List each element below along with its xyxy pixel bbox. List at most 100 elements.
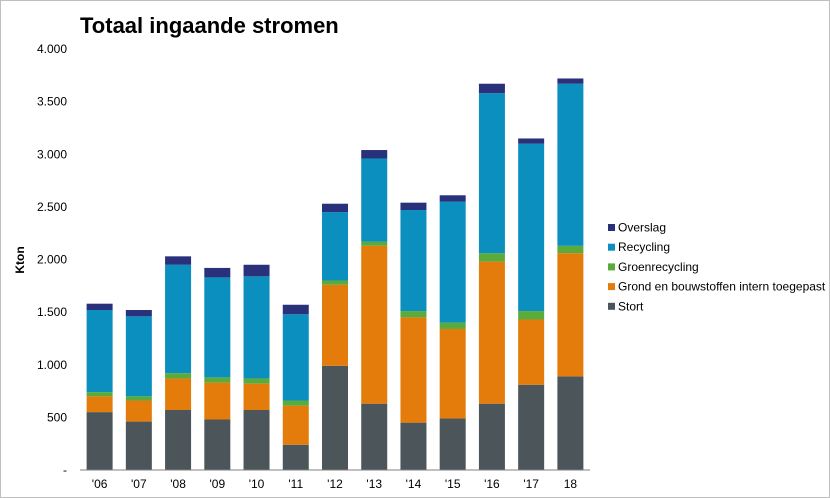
x-tick-label: '06 (92, 477, 108, 491)
bar-segment-grond-en-bouwstoffen-intern-toegepast (165, 378, 192, 411)
bar-segment-stort (204, 419, 231, 470)
bar-segment-recycling (243, 276, 270, 379)
bar-segment-overslag (282, 304, 309, 315)
bar-segment-stort (439, 418, 466, 470)
y-tick-label: 500 (47, 410, 67, 424)
bar-segment-groenrecycling (125, 396, 152, 401)
y-tick-label: 3.500 (37, 95, 67, 109)
bar-segment-groenrecycling (86, 392, 113, 397)
bar-segment-recycling (322, 212, 348, 281)
bar-segment-recycling (400, 210, 427, 312)
bar-segment-overslag (518, 138, 545, 144)
y-tick-label: 2.500 (37, 200, 67, 214)
x-tick-label: '09 (209, 477, 225, 491)
bar-segment-grond-en-bouwstoffen-intern-toegepast (557, 253, 584, 377)
bar-segment-overslag (125, 310, 152, 317)
bar-segment-recycling (557, 83, 584, 246)
bar-segment-stort (165, 410, 192, 470)
bar-segment-groenrecycling (282, 400, 309, 406)
bar-segment-recycling (282, 314, 309, 401)
y-tick-label: 3.000 (37, 147, 67, 161)
bar-segment-grond-en-bouwstoffen-intern-toegepast (282, 405, 309, 445)
bar-segment-overslag (361, 150, 388, 159)
bar-segment-grond-en-bouwstoffen-intern-toegepast (478, 261, 505, 404)
bar-segment-groenrecycling (518, 311, 545, 320)
bar-segment-grond-en-bouwstoffen-intern-toegepast (204, 382, 231, 420)
bar-segment-stort (400, 422, 427, 470)
bar-segment-groenrecycling (204, 377, 231, 383)
bar-segment-stort (361, 403, 388, 470)
y-tick-label: 4.000 (37, 42, 67, 56)
bar-segment-overslag (557, 78, 584, 84)
bar-segment-overslag (439, 195, 466, 202)
bar-segment-stort (86, 412, 113, 470)
bar-segment-stort (125, 421, 152, 470)
bar-segment-recycling (204, 277, 231, 378)
bar-segment-groenrecycling (478, 253, 505, 262)
legend-swatch (608, 243, 615, 251)
x-tick-label: '17 (523, 477, 539, 491)
bar-segment-grond-en-bouwstoffen-intern-toegepast (400, 317, 427, 423)
bar-segment-stort (557, 376, 584, 470)
bar-segment-stort (478, 403, 505, 470)
y-axis-ticks: - 500 1.000 1.500 2.000 2.500 3.000 3.500 4.000 (37, 42, 67, 477)
x-tick-label: '16 (484, 477, 500, 491)
y-axis-title: Kton (13, 246, 27, 273)
y-tick-label: 2.000 (37, 253, 67, 267)
bar-segment-recycling (165, 264, 192, 374)
legend-swatch (608, 224, 615, 231)
bar-segment-recycling (125, 316, 152, 397)
bar-segment-recycling (439, 201, 466, 323)
bar-segment-stort (518, 384, 545, 470)
bar-segment-overslag (165, 256, 192, 265)
bar-segment-grond-en-bouwstoffen-intern-toegepast (86, 396, 113, 413)
legend-label: Overslag (618, 221, 666, 235)
bar-segment-overslag (400, 202, 427, 211)
y-tick-label: 1.500 (37, 305, 67, 319)
legend-swatch (608, 263, 615, 271)
x-tick-label: '07 (131, 477, 147, 491)
x-tick-label: '08 (170, 477, 186, 491)
x-tick-label: '10 (249, 477, 265, 491)
bar-segment-groenrecycling (557, 245, 584, 254)
bar-segment-overslag (204, 267, 231, 278)
legend-label: Recycling (618, 240, 670, 254)
bar-segment-overslag (478, 83, 505, 94)
x-tick-label: '15 (445, 477, 461, 491)
bar-segment-stort (243, 410, 270, 470)
bar-segment-recycling (86, 310, 113, 393)
y-tick-label: 1.000 (37, 358, 67, 372)
legend-swatch (608, 283, 615, 291)
bar-segment-recycling (361, 158, 388, 242)
bar-segment-stort (322, 365, 348, 470)
legend-label: Groenrecycling (618, 260, 699, 274)
bar-segment-grond-en-bouwstoffen-intern-toegepast (518, 319, 545, 385)
bar-segment-groenrecycling (165, 373, 192, 379)
legend: Overslag Recycling Groenrecycling Grond en … (608, 221, 826, 313)
legend-swatch (608, 302, 615, 310)
bar-series (86, 78, 584, 470)
bar-segment-overslag (243, 264, 270, 277)
chart-title: Totaal ingaande stromen (80, 13, 339, 38)
bar-segment-grond-en-bouwstoffen-intern-toegepast (439, 328, 466, 419)
bar-segment-groenrecycling (400, 311, 427, 318)
legend-label: Grond en bouwstoffen intern toegepast (618, 280, 826, 294)
x-axis-ticks: '06 '07 '08 '09 '10 '11 '12 '13 '14 '15 '16 '17 18 (92, 477, 578, 491)
bar-segment-overslag (86, 303, 113, 311)
bar-segment-recycling (518, 143, 545, 312)
x-tick-label: '13 (366, 477, 382, 491)
x-tick-label: '14 (406, 477, 422, 491)
bar-segment-grond-en-bouwstoffen-intern-toegepast (322, 284, 348, 366)
bar-segment-groenrecycling (243, 378, 270, 384)
bar-segment-groenrecycling (322, 280, 348, 285)
bar-segment-grond-en-bouwstoffen-intern-toegepast (243, 383, 270, 411)
legend-label: Stort (618, 299, 644, 313)
x-tick-label: '12 (327, 477, 343, 491)
y-tick-label: - (63, 463, 67, 477)
bar-segment-grond-en-bouwstoffen-intern-toegepast (361, 245, 388, 404)
bar-segment-grond-en-bouwstoffen-intern-toegepast (125, 400, 152, 422)
bar-segment-groenrecycling (361, 241, 388, 246)
bar-segment-stort (282, 444, 309, 470)
bar-segment-recycling (478, 93, 505, 254)
